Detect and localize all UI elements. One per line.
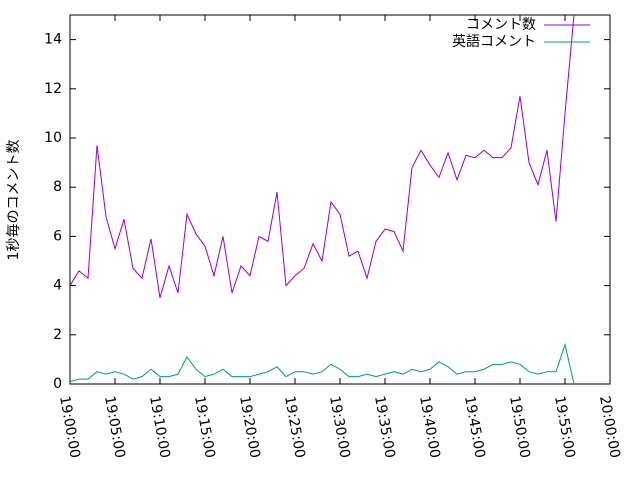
series-line [70, 342, 575, 384]
x-tick-label: 19:20:00 [236, 395, 263, 460]
series-line [70, 15, 575, 299]
x-tick-label: 19:00:00 [56, 395, 83, 460]
x-tick-label: 20:00:00 [596, 395, 623, 460]
y-tick-label: 6 [53, 228, 62, 244]
x-tick-label: 19:10:00 [146, 395, 173, 460]
y-tick-label: 4 [53, 278, 62, 294]
y-tick-label: 0 [53, 376, 62, 392]
y-tick-label: 12 [44, 81, 62, 97]
x-tick-label: 19:55:00 [551, 395, 578, 460]
x-tick-label: 19:05:00 [101, 395, 128, 460]
legend-label: 英語コメント [452, 33, 536, 50]
y-tick-label: 14 [44, 32, 62, 48]
x-tick-label: 19:25:00 [281, 395, 308, 460]
x-tick-label: 19:45:00 [461, 395, 488, 460]
y-tick-label: 2 [53, 327, 62, 343]
x-tick-label: 19:50:00 [506, 395, 533, 460]
y-tick-label: 10 [44, 130, 62, 146]
x-tick-label: 19:40:00 [416, 395, 443, 460]
plot-border [69, 14, 611, 385]
y-axis-label: 1秒毎のコメント数 [6, 140, 22, 261]
x-tick-label: 19:35:00 [371, 395, 398, 460]
legend-label: コメント数 [466, 17, 536, 33]
y-tick-label: 8 [53, 179, 62, 195]
x-tick-label: 19:30:00 [326, 395, 353, 460]
x-tick-label: 19:15:00 [191, 395, 218, 460]
